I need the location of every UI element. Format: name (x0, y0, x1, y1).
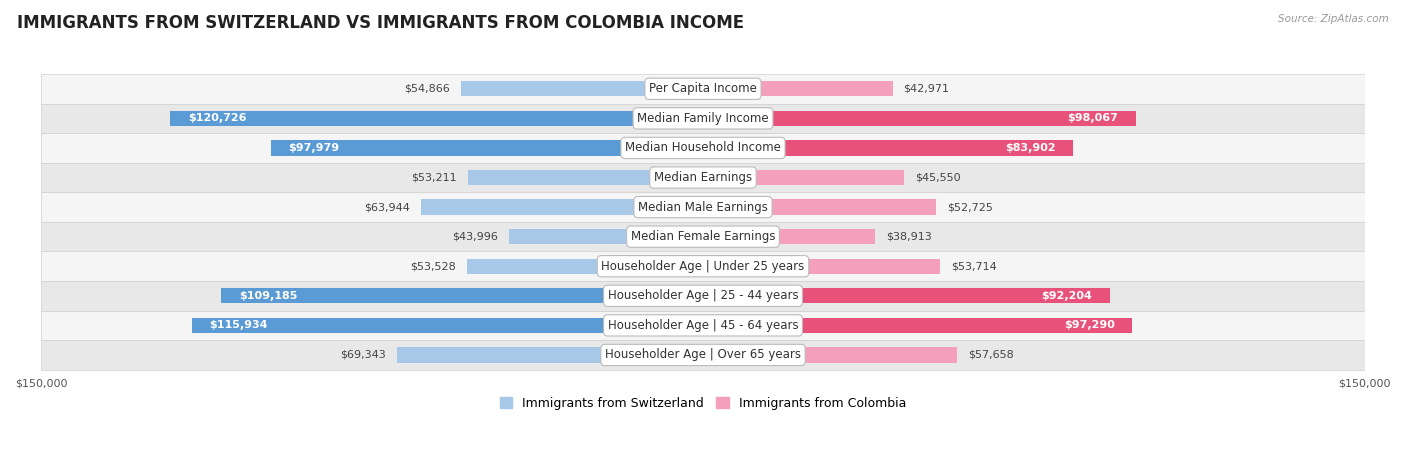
Text: IMMIGRANTS FROM SWITZERLAND VS IMMIGRANTS FROM COLOMBIA INCOME: IMMIGRANTS FROM SWITZERLAND VS IMMIGRANT… (17, 14, 744, 32)
Bar (703, 288, 1109, 304)
Text: $53,211: $53,211 (412, 172, 457, 183)
Text: $109,185: $109,185 (239, 291, 297, 301)
Text: $120,726: $120,726 (188, 113, 246, 123)
Bar (703, 111, 1136, 126)
Text: Householder Age | Under 25 years: Householder Age | Under 25 years (602, 260, 804, 273)
Bar (41, 163, 1365, 192)
Text: $38,913: $38,913 (886, 232, 931, 241)
Bar (703, 347, 957, 363)
Text: $115,934: $115,934 (209, 320, 267, 330)
Text: $53,714: $53,714 (950, 261, 997, 271)
Bar (396, 347, 703, 363)
Text: Median Earnings: Median Earnings (654, 171, 752, 184)
Bar (703, 199, 935, 215)
Text: $42,971: $42,971 (904, 84, 949, 94)
Text: Householder Age | Over 65 years: Householder Age | Over 65 years (605, 348, 801, 361)
Text: Householder Age | 45 - 64 years: Householder Age | 45 - 64 years (607, 319, 799, 332)
Bar (221, 288, 703, 304)
Bar (703, 259, 941, 274)
Text: Per Capita Income: Per Capita Income (650, 82, 756, 95)
Text: $45,550: $45,550 (915, 172, 960, 183)
Text: $57,658: $57,658 (969, 350, 1014, 360)
Bar (420, 199, 703, 215)
Text: $54,866: $54,866 (404, 84, 450, 94)
Text: $63,944: $63,944 (364, 202, 411, 212)
Text: $97,290: $97,290 (1064, 320, 1115, 330)
Bar (41, 311, 1365, 340)
Bar (41, 281, 1365, 311)
Text: $43,996: $43,996 (451, 232, 498, 241)
Bar (271, 140, 703, 156)
Bar (468, 170, 703, 185)
Bar (41, 192, 1365, 222)
Text: $83,902: $83,902 (1005, 143, 1056, 153)
Text: $69,343: $69,343 (340, 350, 387, 360)
Text: $92,204: $92,204 (1042, 291, 1092, 301)
Text: Median Female Earnings: Median Female Earnings (631, 230, 775, 243)
Bar (703, 81, 893, 97)
Legend: Immigrants from Switzerland, Immigrants from Colombia: Immigrants from Switzerland, Immigrants … (495, 392, 911, 415)
Text: $97,979: $97,979 (288, 143, 339, 153)
Text: Median Male Earnings: Median Male Earnings (638, 201, 768, 213)
Bar (703, 229, 875, 244)
Text: Median Household Income: Median Household Income (626, 142, 780, 155)
Bar (170, 111, 703, 126)
Text: $52,725: $52,725 (946, 202, 993, 212)
Bar (509, 229, 703, 244)
Text: Source: ZipAtlas.com: Source: ZipAtlas.com (1278, 14, 1389, 24)
Bar (703, 170, 904, 185)
Bar (191, 318, 703, 333)
Text: Median Family Income: Median Family Income (637, 112, 769, 125)
Bar (41, 222, 1365, 251)
Text: Householder Age | 25 - 44 years: Householder Age | 25 - 44 years (607, 289, 799, 302)
Text: $98,067: $98,067 (1067, 113, 1118, 123)
Bar (703, 318, 1132, 333)
Bar (461, 81, 703, 97)
Text: $53,528: $53,528 (411, 261, 456, 271)
Bar (467, 259, 703, 274)
Bar (41, 251, 1365, 281)
Bar (41, 133, 1365, 163)
Bar (703, 140, 1073, 156)
Bar (41, 74, 1365, 104)
Bar (41, 104, 1365, 133)
Bar (41, 340, 1365, 370)
